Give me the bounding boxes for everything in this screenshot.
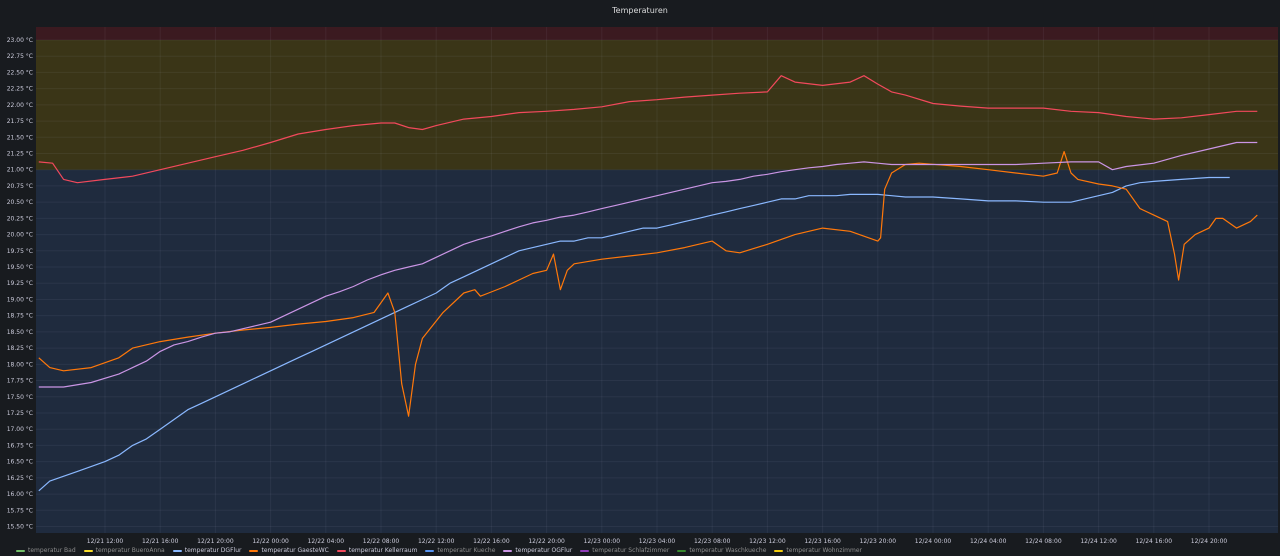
legend-swatch <box>16 549 25 552</box>
y-tick-label: 21.25 °C <box>7 151 33 158</box>
legend-label: temperatur Schlafzimmer <box>592 547 670 554</box>
y-tick-label: 20.25 °C <box>7 215 33 222</box>
series-line-temperatur-gaestewc <box>38 151 1258 417</box>
legend-item[interactable]: temperatur Kellerraum <box>336 545 418 556</box>
x-tick-label: 12/24 00:00 <box>915 538 952 545</box>
y-tick-label: 17.50 °C <box>7 394 33 401</box>
legend-label: temperatur Waschkueche <box>689 547 767 554</box>
legend-item[interactable]: temperatur Schlafzimmer <box>580 545 669 556</box>
y-tick-label: 22.25 °C <box>7 86 33 93</box>
y-tick-label: 21.75 °C <box>7 118 33 125</box>
x-tick-label: 12/24 12:00 <box>1080 538 1117 545</box>
threshold-band-2 <box>36 27 1278 40</box>
y-tick-label: 19.25 °C <box>7 280 33 287</box>
y-tick-label: 18.00 °C <box>7 361 33 368</box>
legend-item[interactable]: temperatur Kueche <box>425 545 495 556</box>
y-tick-label: 16.00 °C <box>7 491 33 498</box>
y-tick-label: 19.00 °C <box>7 296 33 303</box>
x-tick-label: 12/23 20:00 <box>860 538 897 545</box>
y-tick-label: 20.50 °C <box>7 199 33 206</box>
legend-swatch <box>249 549 259 552</box>
x-tick-label: 12/21 12:00 <box>87 538 124 545</box>
x-tick-label: 12/22 12:00 <box>418 538 455 545</box>
x-tick-label: 12/23 00:00 <box>584 538 621 545</box>
legend-label: temperatur Wohnzimmer <box>786 547 863 554</box>
legend-swatch <box>677 549 687 552</box>
series-line-temperatur-kellerraum <box>38 75 1258 184</box>
y-tick-label: 17.75 °C <box>7 378 33 385</box>
x-tick-label: 12/23 08:00 <box>694 538 731 545</box>
x-tick-label: 12/21 16:00 <box>142 538 179 545</box>
legend-item[interactable]: temperatur BueroAnna <box>83 545 165 556</box>
y-tick-label: 16.50 °C <box>7 459 33 466</box>
x-tick-label: 12/22 00:00 <box>252 538 289 545</box>
x-tick-label: 12/22 20:00 <box>528 538 565 545</box>
legend-swatch <box>425 549 435 552</box>
y-tick-label: 20.75 °C <box>7 183 33 190</box>
y-tick-label: 22.00 °C <box>7 102 33 109</box>
legend-label: temperatur OGFlur <box>515 547 573 554</box>
y-tick-label: 19.50 °C <box>7 264 33 271</box>
x-tick-label: 12/22 04:00 <box>308 538 345 545</box>
y-tick-label: 22.75 °C <box>7 53 33 60</box>
x-tick-label: 12/24 04:00 <box>970 538 1007 545</box>
y-tick-label: 15.75 °C <box>7 507 33 514</box>
panel-title[interactable]: Temperaturen <box>612 6 668 15</box>
legend-label: temperatur BueroAnna <box>95 547 165 554</box>
legend-label: temperatur Bad <box>28 547 76 554</box>
threshold-band-0 <box>36 169 1278 533</box>
y-tick-label: 17.00 °C <box>7 426 33 433</box>
chart-legend: temperatur Bad temperatur BueroAnna temper… <box>0 545 1280 556</box>
x-tick-label: 12/21 20:00 <box>197 538 234 545</box>
legend-item[interactable]: temperatur Wohnzimmer <box>774 545 862 556</box>
legend-swatch <box>172 549 182 552</box>
y-tick-label: 15.50 °C <box>7 524 33 531</box>
legend-label: temperatur DGFlur <box>184 547 242 554</box>
legend-item[interactable]: temperatur DGFlur <box>172 545 242 556</box>
x-tick-label: 12/23 12:00 <box>749 538 786 545</box>
x-tick-label: 12/24 20:00 <box>1191 538 1228 545</box>
y-tick-label: 16.75 °C <box>7 442 33 449</box>
y-tick-label: 18.50 °C <box>7 329 33 336</box>
x-tick-label: 12/24 08:00 <box>1025 538 1062 545</box>
legend-swatch <box>336 549 346 552</box>
legend-item[interactable]: temperatur OGFlur <box>503 545 572 556</box>
legend-swatch <box>83 549 93 552</box>
legend-label: temperatur Kueche <box>437 547 496 554</box>
legend-label: temperatur GaesteWC <box>261 547 329 554</box>
y-tick-label: 21.00 °C <box>7 167 33 174</box>
series-line-temperatur-dgflur <box>38 176 1230 492</box>
y-tick-label: 21.50 °C <box>7 134 33 141</box>
x-tick-label: 12/22 16:00 <box>473 538 510 545</box>
y-tick-label: 19.75 °C <box>7 248 33 255</box>
y-tick-label: 18.25 °C <box>7 345 33 352</box>
y-tick-label: 20.00 °C <box>7 232 33 239</box>
legend-item[interactable]: temperatur Waschkueche <box>677 545 766 556</box>
threshold-band-1 <box>36 39 1278 170</box>
legend-label: temperatur Kellerraum <box>348 547 418 554</box>
y-tick-label: 16.25 °C <box>7 475 33 482</box>
legend-swatch <box>503 549 513 552</box>
legend-swatch <box>580 549 590 552</box>
legend-swatch <box>774 549 784 552</box>
legend-item[interactable]: temperatur GaesteWC <box>249 545 329 556</box>
y-tick-label: 23.00 °C <box>7 37 33 44</box>
x-tick-label: 12/23 16:00 <box>804 538 841 545</box>
y-tick-label: 18.75 °C <box>7 313 33 320</box>
series-line-temperatur-ogflur <box>38 141 1258 388</box>
y-tick-label: 22.50 °C <box>7 69 33 76</box>
legend-item[interactable]: temperatur Bad <box>16 545 76 556</box>
x-tick-label: 12/23 04:00 <box>639 538 676 545</box>
y-tick-label: 17.25 °C <box>7 410 33 417</box>
x-tick-label: 12/22 08:00 <box>363 538 400 545</box>
x-tick-label: 12/24 16:00 <box>1136 538 1173 545</box>
